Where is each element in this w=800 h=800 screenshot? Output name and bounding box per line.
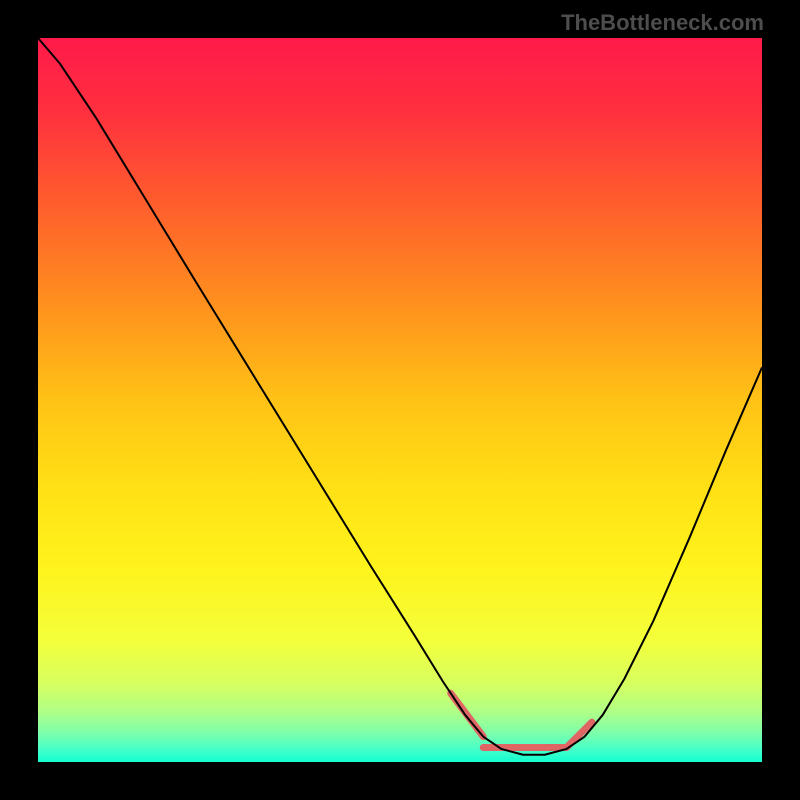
plot-area bbox=[38, 38, 762, 762]
watermark-text: TheBottleneck.com bbox=[561, 10, 764, 36]
gradient-background bbox=[38, 38, 762, 762]
chart-frame: TheBottleneck.com bbox=[0, 0, 800, 800]
